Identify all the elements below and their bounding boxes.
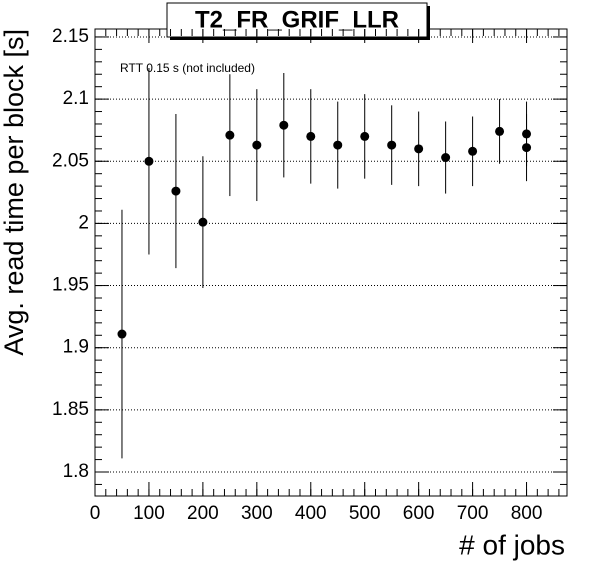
x-tick-label: 400 xyxy=(295,503,327,524)
x-tick-label: 200 xyxy=(187,503,219,524)
data-point xyxy=(306,131,316,141)
annotation: RTT 0.15 s (not included) xyxy=(120,61,255,75)
x-tick-label: 700 xyxy=(457,503,489,524)
x-tick-label: 300 xyxy=(241,503,273,524)
x-tick-label: 0 xyxy=(90,503,101,524)
chart-title: T2_FR_GRIF_LLR xyxy=(195,6,399,33)
data-point xyxy=(522,143,532,153)
data-point xyxy=(117,329,127,339)
data-point xyxy=(144,156,154,166)
x-tick-label: 800 xyxy=(511,503,543,524)
data-point xyxy=(198,217,208,227)
data-point xyxy=(225,130,235,140)
data-point xyxy=(414,144,424,154)
x-tick-label: 600 xyxy=(403,503,435,524)
y-tick-label: 1.85 xyxy=(52,399,89,420)
y-tick-label: 2 xyxy=(78,212,89,233)
y-tick-label: 2.05 xyxy=(52,150,89,171)
y-tick-label: 2.1 xyxy=(63,88,89,109)
y-tick-label: 1.95 xyxy=(52,275,89,296)
data-point xyxy=(333,140,343,150)
data-point xyxy=(441,153,451,163)
y-axis-label: Avg. read time per block [s] xyxy=(0,29,29,356)
data-point xyxy=(495,126,505,136)
data-point xyxy=(468,146,478,156)
x-axis-label: # of jobs xyxy=(459,529,565,560)
y-tick-label: 1.8 xyxy=(63,461,89,482)
data-point xyxy=(171,186,181,196)
y-tick-label: 2.15 xyxy=(52,26,89,47)
title-box xyxy=(166,2,428,38)
x-tick-label: 100 xyxy=(133,503,165,524)
data-point xyxy=(360,131,370,141)
data-point xyxy=(387,140,397,150)
y-tick-label: 1.9 xyxy=(63,337,89,358)
data-point xyxy=(279,120,289,130)
data-point xyxy=(252,140,262,150)
x-tick-label: 500 xyxy=(349,503,381,524)
